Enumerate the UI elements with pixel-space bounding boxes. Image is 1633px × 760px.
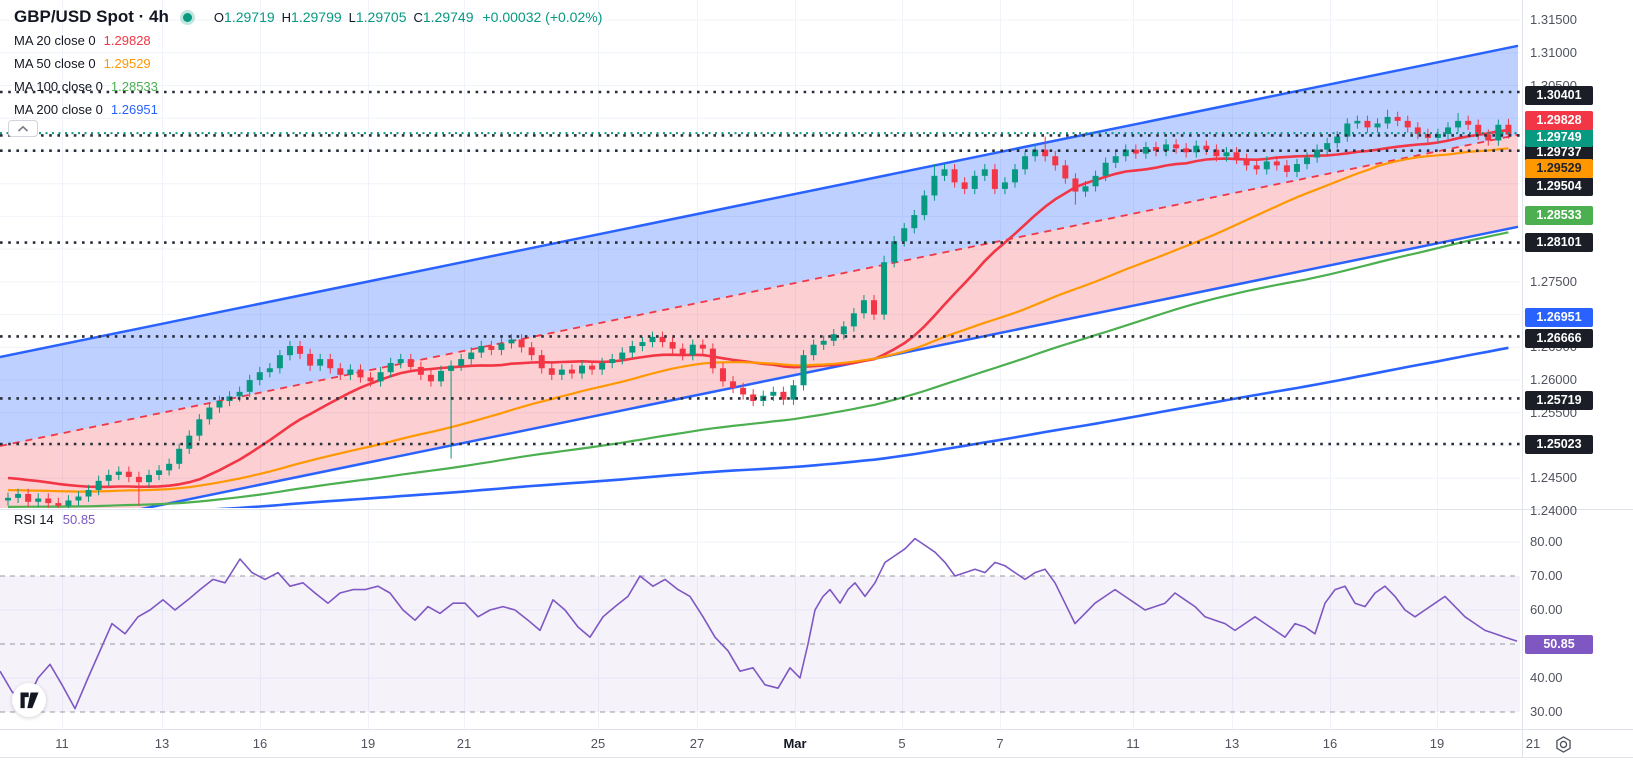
- axis-separator-vertical: [1522, 0, 1523, 757]
- ma-20-legend[interactable]: MA 20 close 0 1.29828: [14, 29, 602, 52]
- tradingview-logo-button[interactable]: [12, 683, 46, 717]
- ohlc-open-value: 1.29719: [224, 9, 275, 25]
- legend-title-row: GBP/USD Spot · 4h O 1.29719 H 1.29799 L 1.297…: [14, 5, 602, 29]
- chevron-up-icon: [17, 125, 29, 132]
- ohlc-open-label: O: [213, 9, 225, 25]
- time-tick-label: 16: [252, 736, 268, 751]
- time-tick-label: 21: [1525, 736, 1541, 751]
- time-tick-label: 5: [898, 736, 906, 751]
- price-tick-label: 1.24500: [1530, 470, 1577, 486]
- ma-50-value: 1.29529: [103, 56, 151, 71]
- rsi-tick-label: 60.00: [1530, 602, 1563, 617]
- time-tick-label: 21: [456, 736, 472, 751]
- time-tick-label: 25: [590, 736, 606, 751]
- ma-20-value: 1.29828: [103, 33, 151, 48]
- ma-100-label: MA 100 close 0: [14, 79, 103, 94]
- ma-price-label: 1.29529: [1525, 158, 1593, 178]
- time-tick-label: 19: [360, 736, 376, 751]
- price-level-label: 1.29737: [1525, 142, 1593, 162]
- ma-50-legend[interactable]: MA 50 close 0 1.29529: [14, 52, 602, 75]
- ohlc-close-value: 1.29749: [422, 9, 474, 25]
- rsi-value-label: 50.85: [1525, 634, 1593, 654]
- price-level-label: 1.28101: [1525, 232, 1593, 252]
- rsi-tick-label: 40.00: [1530, 670, 1563, 685]
- ma-price-label: 1.28533: [1525, 205, 1593, 225]
- rsi-tick-label: 30.00: [1530, 704, 1563, 719]
- price-level-label: 1.25023: [1525, 434, 1593, 454]
- ohlc-close-label: C: [413, 9, 423, 25]
- rsi-legend[interactable]: RSI 14 50.85: [14, 512, 95, 527]
- axis-settings-icon[interactable]: [1552, 733, 1574, 755]
- rsi-tick-label: 70.00: [1530, 568, 1563, 583]
- price-level-label: 1.29504: [1525, 176, 1593, 196]
- current-price-label: 1.29749: [1525, 127, 1593, 147]
- ma-200-label: MA 200 close 0: [14, 102, 103, 117]
- ma-100-value: 1.28533: [110, 79, 158, 94]
- price-level-label: 1.30401: [1525, 85, 1593, 105]
- ohlc-change-value: +0.00032 (+0.02%): [482, 9, 603, 25]
- price-axis[interactable]: 1.315001.310001.305001.275001.265001.260…: [1523, 0, 1633, 729]
- ma-100-legend[interactable]: MA 100 close 0 1.28533: [14, 75, 602, 98]
- time-tick-label: 7: [996, 736, 1004, 751]
- price-tick-label: 1.26000: [1530, 372, 1577, 388]
- ma-200-legend[interactable]: MA 200 close 0 1.26951: [14, 98, 602, 121]
- symbol-legend: GBP/USD Spot · 4h O 1.29719 H 1.29799 L 1.297…: [14, 5, 602, 121]
- price-level-label: 1.25719: [1525, 390, 1593, 410]
- time-tick-label: 13: [1224, 736, 1240, 751]
- tradingview-icon: [20, 692, 38, 708]
- time-tick-label: 11: [1126, 736, 1140, 751]
- price-tick-label: 1.31000: [1530, 44, 1577, 60]
- ma-20-label: MA 20 close 0: [14, 33, 96, 48]
- time-axis[interactable]: 11 13 16 19 21 25 27 Mar 5 7 11 13 16 19 21: [0, 730, 1540, 757]
- price-tick-label: 1.24000: [1530, 502, 1577, 518]
- ma-200-value: 1.26951: [110, 102, 158, 117]
- pane-separator-price-rsi[interactable]: [0, 509, 1633, 510]
- price-tick-label: 1.31500: [1530, 12, 1577, 28]
- ma-price-label: 1.29828: [1525, 110, 1593, 130]
- price-level-label: 1.26666: [1525, 328, 1593, 348]
- ohlc-values: O 1.29719 H 1.29799 L 1.29705 C 1.29749 +0.00032…: [214, 9, 602, 25]
- ma-price-label: 1.26951: [1525, 307, 1593, 327]
- time-tick-label: 27: [689, 736, 705, 751]
- pane-separator-rsi-time: [0, 729, 1633, 730]
- time-tick-label: Mar: [783, 736, 807, 751]
- ohlc-low-label: L: [348, 9, 356, 25]
- time-tick-label: 11: [55, 736, 69, 751]
- ohlc-high-value: 1.29799: [291, 9, 342, 25]
- ohlc-high-label: H: [281, 9, 292, 25]
- time-tick-label: 19: [1429, 736, 1445, 751]
- rsi-indicator-value: 50.85: [62, 512, 96, 527]
- ohlc-low-value: 1.29705: [355, 9, 407, 25]
- gear-icon: [1555, 735, 1571, 753]
- bottom-border: [0, 757, 1633, 758]
- market-status-icon[interactable]: [182, 12, 192, 22]
- rsi-indicator-label: RSI 14: [14, 512, 54, 527]
- collapse-legend-button[interactable]: [8, 120, 38, 137]
- rsi-tick-label: 80.00: [1530, 534, 1563, 549]
- symbol-title[interactable]: GBP/USD Spot · 4h: [14, 7, 169, 26]
- time-tick-label: 13: [154, 736, 170, 751]
- ma-50-label: MA 50 close 0: [14, 56, 96, 71]
- price-tick-label: 1.27500: [1530, 273, 1577, 289]
- time-tick-label: 16: [1322, 736, 1338, 751]
